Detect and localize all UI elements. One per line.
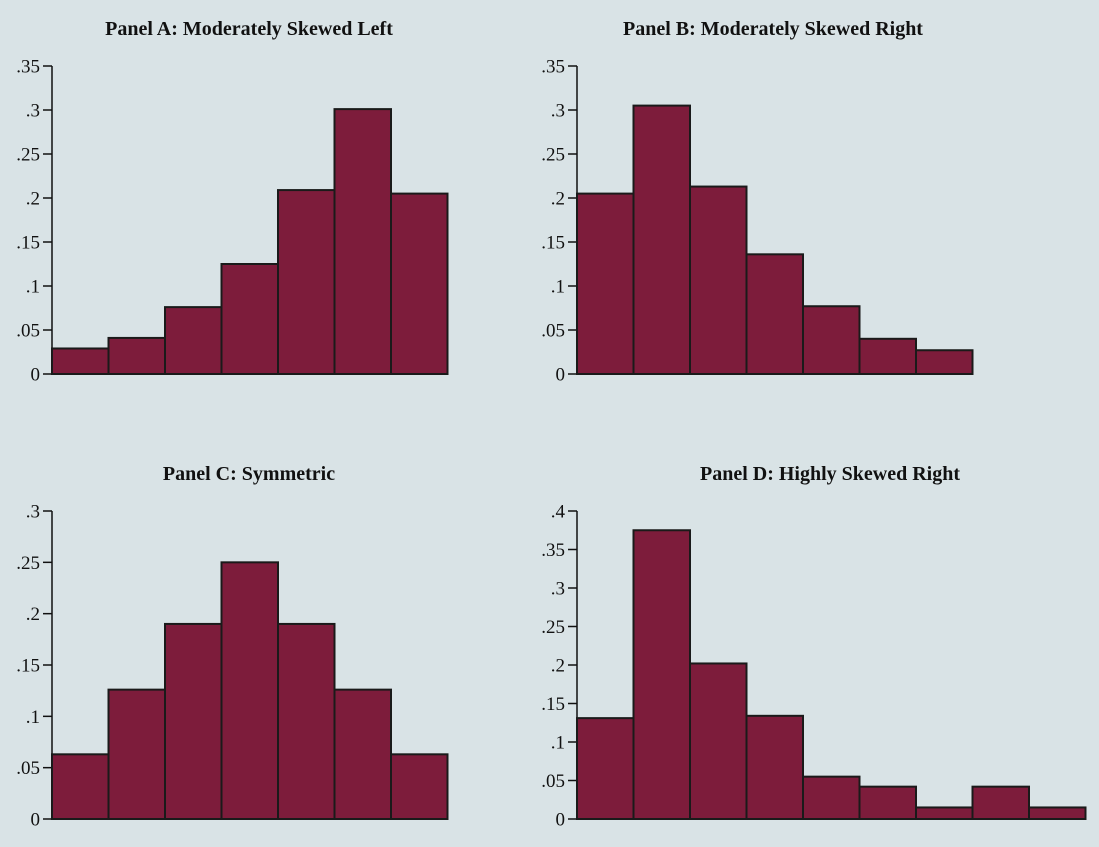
panel-c-y-tick-label: .05 xyxy=(16,758,40,779)
panel-d-bar xyxy=(971,785,1030,820)
panel-d-bar xyxy=(689,662,748,821)
panel-d-bar xyxy=(745,714,804,821)
panel-a-y-tick-label: .3 xyxy=(26,101,40,122)
panel-c-title: Panel C: Symmetric xyxy=(162,463,336,485)
panel-b-y-tick-label: .15 xyxy=(541,233,565,254)
panel-c-bar xyxy=(164,622,223,821)
panel-a-bar xyxy=(277,189,336,375)
panel-b-title: Panel B: Moderately Skewed Right xyxy=(623,18,923,40)
panel-c-y-tick-label: .1 xyxy=(26,707,40,728)
panel-c-y-tick-label: .3 xyxy=(26,502,40,523)
panel-d-y-tick-label: .35 xyxy=(541,540,565,561)
panel-a-bar xyxy=(390,192,449,375)
panel-d-bar xyxy=(802,775,861,821)
panel-d-y-tick-label: .4 xyxy=(551,502,566,523)
panel-c-bar xyxy=(333,688,392,821)
panel-b-bar xyxy=(858,337,917,375)
panel-c-y-tick-label: .25 xyxy=(16,553,40,574)
panel-d-bar xyxy=(858,785,917,820)
panel-d-y-tick-label: .3 xyxy=(551,579,565,600)
panel-a-y-tick-label: .25 xyxy=(16,145,40,166)
panel-b-y-tick-label: .3 xyxy=(551,101,565,122)
panel-d-bar xyxy=(915,806,974,821)
panel-d-y-tick-label: .25 xyxy=(541,617,565,638)
panel-b-bar xyxy=(745,253,804,376)
panel-b-y-tick-label: .2 xyxy=(551,189,565,210)
panel-a-y-tick-label: .05 xyxy=(16,321,40,342)
panel-d-y-tick-label: .1 xyxy=(551,733,565,754)
panel-a-title: Panel A: Moderately Skewed Left xyxy=(105,18,393,40)
panel-c-bar xyxy=(220,561,279,820)
panel-a-y-tick-label: .2 xyxy=(26,189,40,210)
panel-c-y-tick-label: .2 xyxy=(26,604,40,625)
panel-d-bar xyxy=(1028,806,1087,821)
panel-a-bar xyxy=(333,108,392,376)
panel-c-bar xyxy=(51,753,110,821)
panel-d-y-tick-label: 0 xyxy=(556,810,566,831)
panel-c-y-tick-label: 0 xyxy=(31,810,41,831)
panel-d-bar xyxy=(576,717,635,821)
panel-d-bar xyxy=(632,529,691,820)
panel-d-title: Panel D: Highly Skewed Right xyxy=(699,463,961,485)
panel-a-y-tick-label: .15 xyxy=(16,233,40,254)
panel-b-bar xyxy=(802,305,861,375)
panel-a-y-tick-label: .35 xyxy=(16,57,40,78)
panel-c-bar xyxy=(390,753,449,821)
panel-b-y-tick-label: .05 xyxy=(541,321,565,342)
panel-a-bar xyxy=(220,263,279,375)
panel-b-bar xyxy=(689,185,748,375)
panel-d-y-tick-label: .05 xyxy=(541,771,565,792)
panel-b-y-tick-label: .35 xyxy=(541,57,565,78)
panel-c-bar xyxy=(277,622,336,821)
panel-b-bar xyxy=(915,349,974,375)
panel-d-y-tick-label: .2 xyxy=(551,656,565,677)
panel-b-y-tick-label: 0 xyxy=(556,365,566,386)
panel-a-y-tick-label: .1 xyxy=(26,277,40,298)
panel-b-y-tick-label: .1 xyxy=(551,277,565,298)
panel-c-y-tick-label: .15 xyxy=(16,656,40,677)
panel-a-y-tick-label: 0 xyxy=(31,365,41,386)
panel-d-y-tick-label: .15 xyxy=(541,694,565,715)
panel-b-y-tick-label: .25 xyxy=(541,145,565,166)
